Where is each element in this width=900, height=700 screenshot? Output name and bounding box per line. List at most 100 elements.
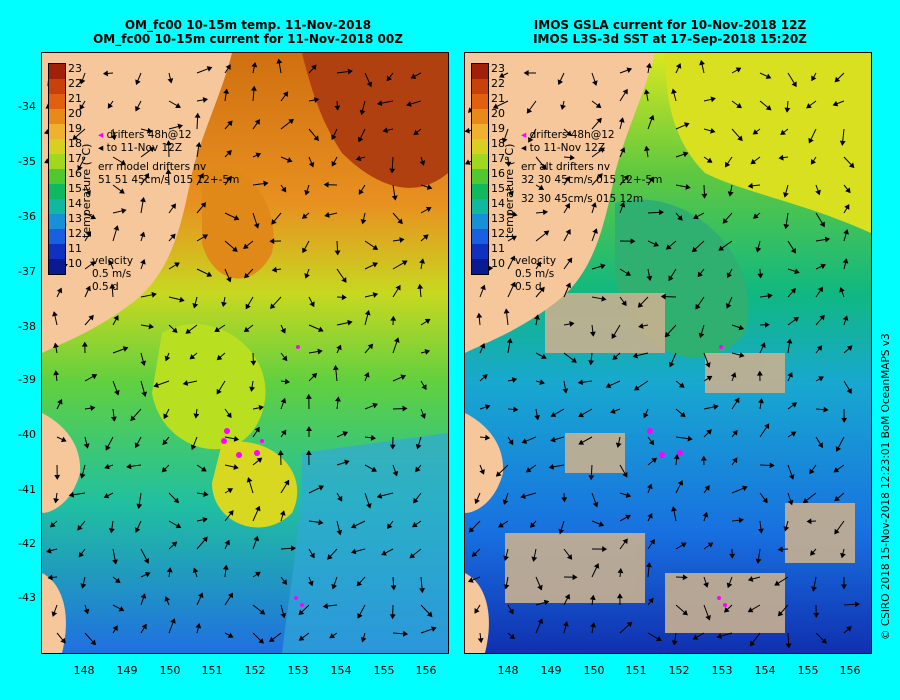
current-arrowhead [562, 621, 569, 627]
current-arrowhead [668, 361, 675, 368]
current-arrowhead [79, 78, 86, 85]
current-arrowhead [656, 636, 662, 642]
current-arrowhead [200, 202, 207, 208]
current-arrowhead [638, 323, 644, 329]
velocity-legend: velocity 0.5 m/s 0.5 d [92, 255, 133, 294]
cb-tick: 20 [68, 107, 82, 120]
current-arrowhead [108, 528, 115, 534]
current-arrowhead [126, 463, 132, 470]
current-arrowhead [102, 70, 109, 77]
current-arrowhead [543, 599, 550, 606]
current-arrowhead [693, 213, 699, 220]
current-arrowhead [335, 396, 341, 402]
current-arrowhead [758, 398, 764, 404]
current-arrowhead [842, 315, 849, 321]
current-arrowhead [747, 576, 754, 582]
current-arrowhead [625, 492, 632, 498]
current-arrowhead [350, 548, 357, 555]
current-arrowhead [591, 202, 597, 208]
current-arrowhead [151, 291, 157, 298]
current-arrowhead [119, 188, 125, 194]
current-arrowhead [347, 319, 353, 326]
current-arrowhead [592, 80, 598, 86]
current-arrowhead [495, 471, 502, 477]
current-arrowhead [682, 151, 689, 158]
colorbar [48, 63, 66, 275]
current-arrowhead [140, 360, 147, 367]
current-arrowhead [47, 574, 53, 581]
current-arrowhead [698, 332, 705, 339]
current-arrowhead [734, 397, 740, 404]
current-arrowhead [164, 355, 171, 362]
current-arrowhead [304, 273, 310, 279]
x-tick: 148 [73, 664, 95, 677]
x-tick: 154 [330, 664, 352, 677]
current-arrowhead [389, 444, 396, 450]
current-arrowhead [840, 552, 846, 559]
current-arrowhead [143, 557, 150, 564]
current-arrowhead [85, 189, 91, 196]
legend-err: err alt drifters nv [521, 161, 611, 173]
current-arrowhead [281, 186, 287, 193]
current-arrowhead [664, 331, 671, 338]
current-arrowhead [226, 175, 232, 182]
current-arrowhead [566, 257, 573, 264]
current-arrowhead [791, 402, 798, 408]
x-tick: 150 [583, 664, 605, 677]
current-arrowhead [616, 593, 623, 599]
current-arrowhead [280, 397, 287, 404]
current-arrowhead [558, 528, 565, 535]
x-tick: 150 [159, 664, 181, 677]
right-map-panel[interactable]: 23 22 21 20 19 18 17 16 15 14 13 12 11 1… [464, 52, 872, 654]
current-arrowhead [189, 353, 196, 360]
current-arrowhead [144, 571, 151, 578]
x-tick: 151 [201, 664, 223, 677]
current-arrowhead [202, 516, 208, 523]
current-arrowhead [254, 426, 260, 433]
left-map-panel[interactable]: 23 22 21 20 19 18 17 16 15 14 13 12 11 1… [41, 52, 449, 654]
cb-tick: 22 [68, 77, 82, 90]
current-arrowhead [271, 266, 277, 273]
current-arrowhead [730, 372, 737, 378]
current-arrowhead [780, 129, 786, 136]
current-arrowhead [477, 637, 484, 644]
current-arrowhead [192, 567, 199, 574]
current-arrowhead [279, 510, 286, 516]
cb-swatch [49, 139, 65, 154]
cb-tick: 16 [68, 167, 82, 180]
current-arrowhead [355, 155, 362, 162]
current-arrowhead [227, 488, 234, 494]
current-arrowhead [501, 137, 508, 144]
current-arrowhead [794, 268, 800, 275]
current-arrowhead [91, 374, 98, 380]
current-arrowhead [702, 511, 709, 518]
current-arrowhead [370, 434, 377, 441]
current-arrowhead [394, 337, 400, 343]
current-arrowhead [392, 470, 399, 477]
current-arrowhead [148, 323, 154, 330]
current-arrowhead [104, 463, 110, 470]
current-arrowhead [531, 556, 538, 562]
right-title-line1: IMOS GSLA current for 10-Nov-2018 12Z [533, 18, 807, 32]
current-arrowhead [324, 211, 330, 218]
current-arrowhead [588, 360, 595, 366]
current-arrowhead [419, 160, 426, 166]
cb-tick: 19 [491, 122, 505, 135]
current-arrowhead [134, 527, 141, 533]
current-arrowhead [134, 442, 141, 449]
current-arrowhead [402, 405, 408, 412]
current-arrowhead [705, 614, 711, 621]
current-arrowhead [835, 446, 842, 452]
current-arrowhead [819, 314, 825, 321]
current-arrowhead [110, 416, 117, 422]
current-arrowhead [774, 580, 781, 586]
colorbar-title: temperature (°C) [80, 143, 93, 238]
cb-swatch [472, 184, 488, 199]
cb-swatch [49, 109, 65, 124]
current-arrowhead [233, 464, 239, 470]
current-arrowhead [809, 468, 815, 475]
current-arrowhead [637, 302, 644, 308]
current-arrowhead [305, 393, 312, 399]
current-arrowhead [415, 466, 421, 473]
current-arrowhead [284, 479, 290, 486]
